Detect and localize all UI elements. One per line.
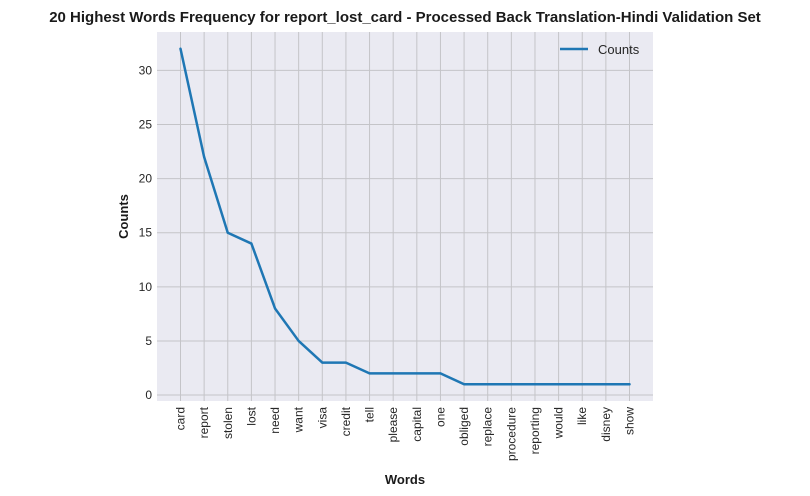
x-tick-label: reporting [528, 407, 542, 454]
plot-area [157, 32, 653, 401]
data-point [463, 383, 466, 386]
data-point [557, 383, 560, 386]
x-tick-label: credit [339, 406, 353, 436]
x-tick-label: stolen [221, 407, 235, 439]
data-point [297, 339, 300, 342]
x-tick-label: visa [315, 407, 329, 429]
data-point [203, 155, 206, 158]
legend: Counts [560, 42, 640, 57]
x-tick-label: capital [410, 407, 424, 442]
data-point [581, 383, 584, 386]
x-tick-label: replace [481, 407, 495, 447]
y-tick-label: 0 [145, 388, 152, 402]
y-tick-label: 30 [139, 63, 153, 77]
data-point [179, 47, 182, 50]
data-point [533, 383, 536, 386]
x-tick-label: report [197, 406, 211, 438]
y-tick-label: 20 [139, 172, 153, 186]
data-point [628, 383, 631, 386]
x-tick-label: lost [244, 406, 258, 425]
data-point [321, 361, 324, 364]
x-tick-label: procedure [504, 407, 518, 461]
data-point [439, 372, 442, 375]
y-axis-ticks: 0 5 10 15 20 25 30 [139, 63, 153, 402]
series-line-counts [179, 47, 631, 386]
data-point [368, 372, 371, 375]
series-layer [179, 47, 631, 386]
x-tick-label: card [174, 407, 188, 430]
x-tick-label: tell [363, 407, 377, 422]
chart-title: 20 Highest Words Frequency for report_lo… [49, 9, 761, 26]
data-point [486, 383, 489, 386]
data-point [250, 242, 253, 245]
data-point [226, 231, 229, 234]
x-tick-label: show [623, 407, 637, 435]
x-tick-label: obliged [457, 407, 471, 446]
y-tick-label: 10 [139, 280, 153, 294]
x-axis-ticks: card report stolen lost need want visa credit te… [174, 406, 637, 461]
data-point [344, 361, 347, 364]
y-axis-label: Counts [116, 194, 131, 239]
y-tick-label: 15 [139, 226, 153, 240]
x-tick-label: would [552, 407, 566, 439]
x-tick-label: disney [599, 407, 613, 442]
data-point [392, 372, 395, 375]
x-tick-label: need [268, 407, 282, 434]
data-point [415, 372, 418, 375]
y-tick-label: 5 [145, 334, 152, 348]
grid [157, 32, 653, 401]
y-tick-label: 25 [139, 118, 153, 132]
x-tick-label: please [386, 407, 400, 443]
x-tick-label: like [575, 407, 589, 425]
x-tick-label: want [292, 406, 306, 433]
data-point [510, 383, 513, 386]
data-point [604, 383, 607, 386]
data-point [274, 307, 277, 310]
x-axis-label: Words [385, 472, 425, 487]
legend-label-counts: Counts [598, 42, 640, 57]
x-tick-label: one [433, 407, 447, 427]
